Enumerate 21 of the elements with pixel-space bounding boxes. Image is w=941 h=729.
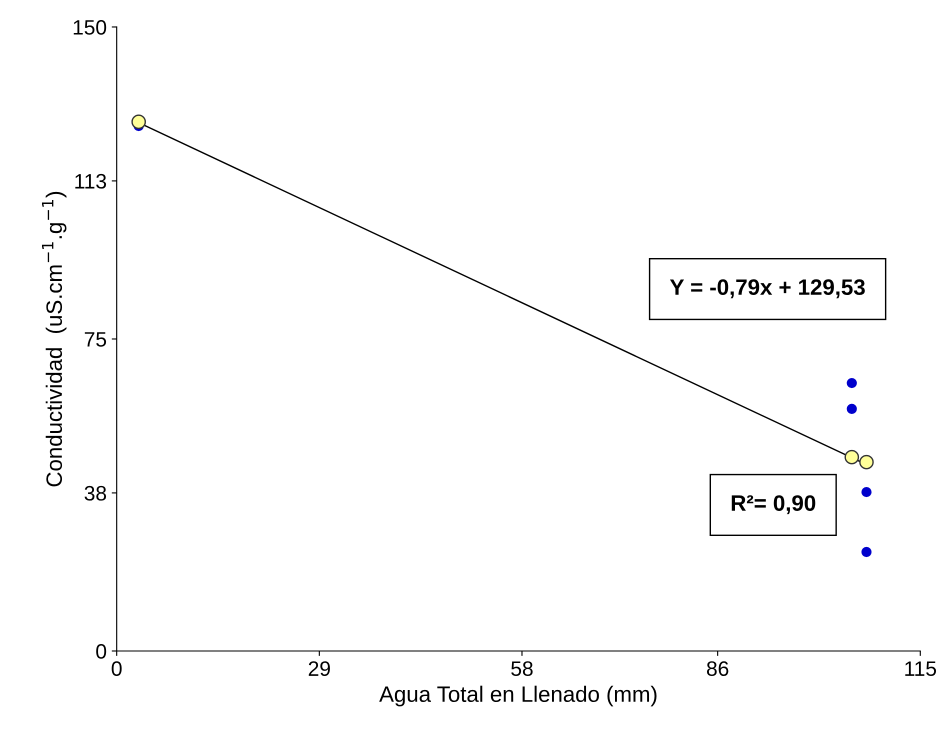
y-axis-title: Conductividad (uS.cm$^{−1}$.g$^{−1}$) bbox=[42, 192, 66, 486]
x-axis-title: Agua Total en Llenado (mm) bbox=[379, 686, 657, 706]
point bbox=[861, 486, 872, 498]
y-tick-label: 38 bbox=[84, 486, 106, 501]
x-tick-label: 58 bbox=[511, 661, 533, 676]
point bbox=[844, 450, 860, 464]
point bbox=[861, 546, 872, 558]
y-tick-label: 150 bbox=[74, 20, 106, 35]
y-tick-label: 0 bbox=[96, 644, 106, 659]
point bbox=[846, 378, 857, 388]
point bbox=[131, 114, 146, 130]
annotation: Y = -0,79x + 129,53 bbox=[670, 279, 865, 298]
point bbox=[846, 404, 857, 414]
y-tick-label: 113 bbox=[75, 174, 106, 189]
x-tick-label: 86 bbox=[706, 661, 728, 676]
x-tick-label: 115 bbox=[905, 661, 936, 676]
point bbox=[859, 454, 874, 470]
y-tick-label: 75 bbox=[84, 332, 106, 347]
x-tick-label: 29 bbox=[308, 661, 330, 676]
annotation: R²= 0,90 bbox=[732, 495, 816, 514]
x-tick-label: 0 bbox=[112, 661, 122, 676]
